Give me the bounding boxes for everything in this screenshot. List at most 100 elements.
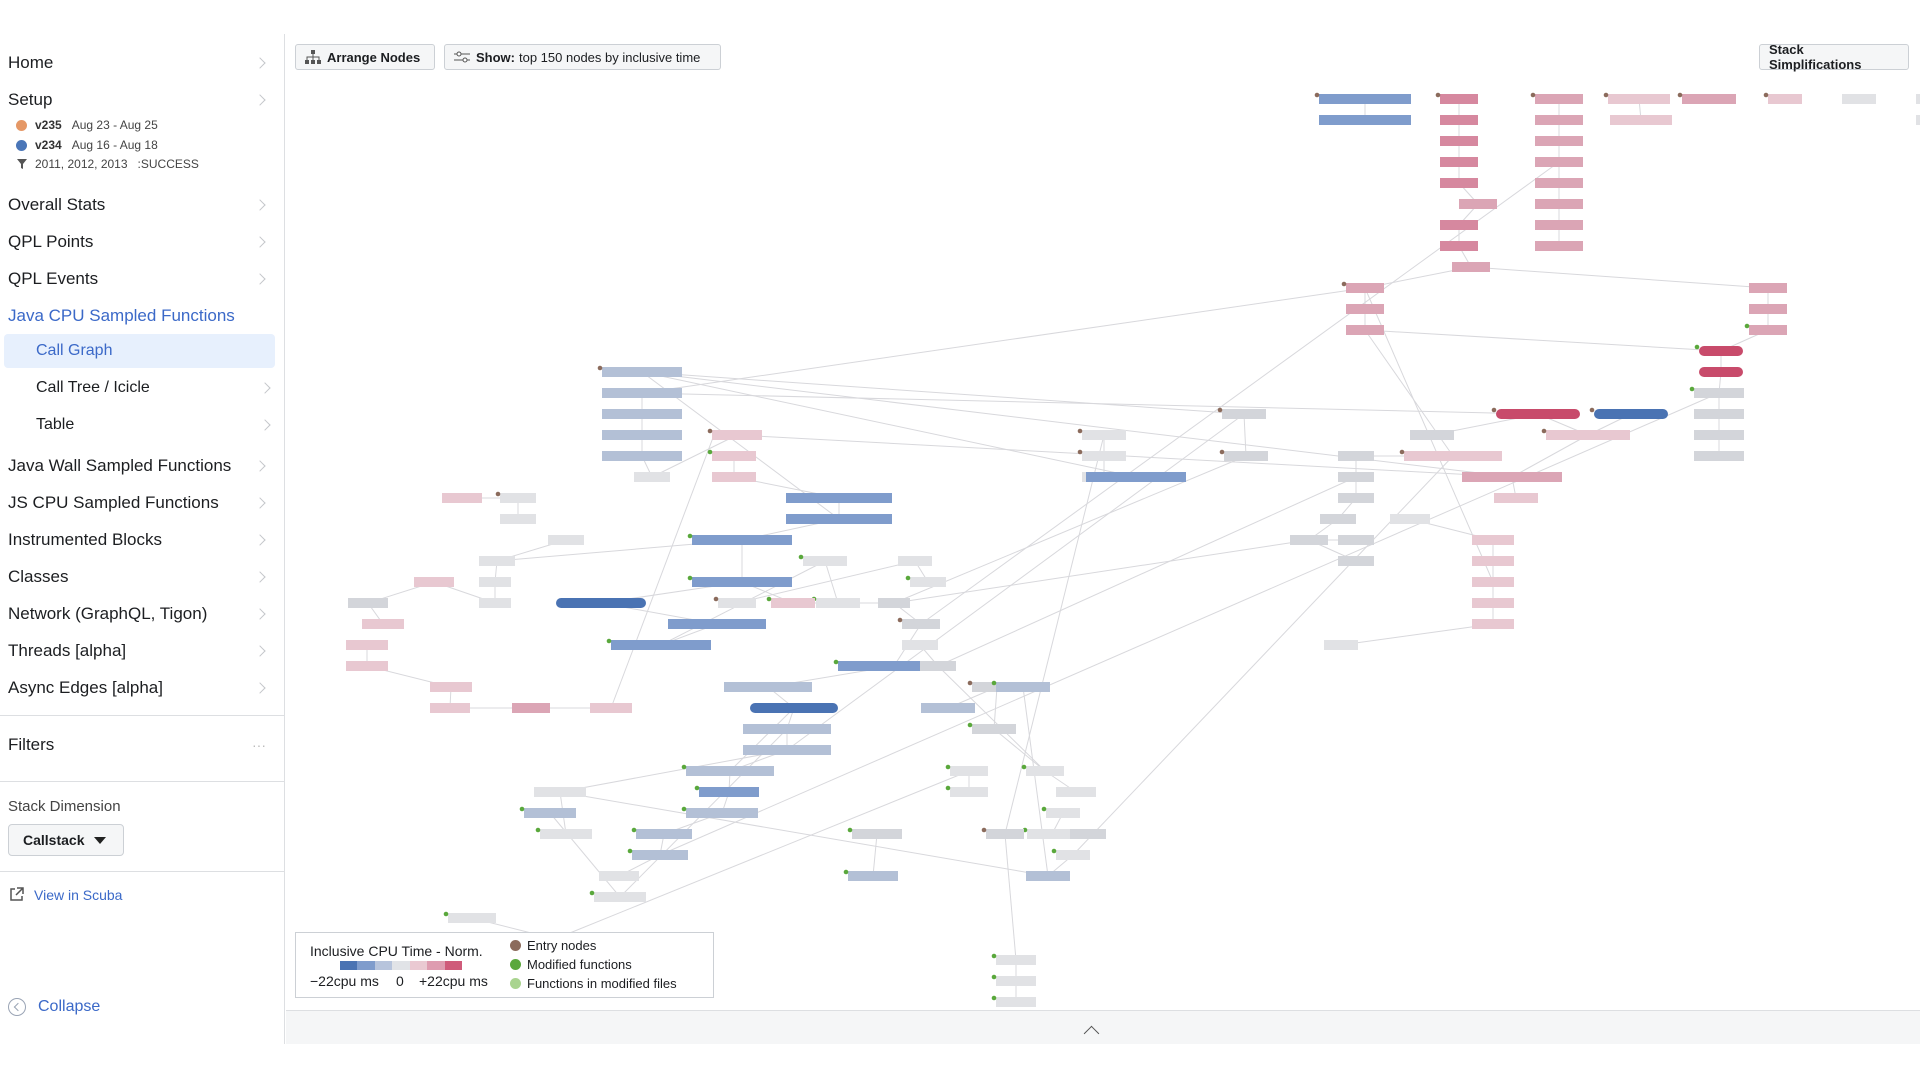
- graph-node[interactable]: [1610, 115, 1672, 125]
- graph-node[interactable]: [1694, 430, 1744, 440]
- graph-node[interactable]: [1749, 283, 1787, 293]
- graph-node[interactable]: [430, 703, 470, 713]
- graph-node[interactable]: [1594, 409, 1668, 419]
- graph-node[interactable]: [1324, 640, 1358, 650]
- nav-qpl-events[interactable]: QPL Events: [8, 262, 270, 296]
- stack-dimension-dropdown[interactable]: Callstack: [8, 824, 124, 856]
- nav-home[interactable]: Home: [8, 46, 270, 80]
- graph-node[interactable]: [1056, 787, 1096, 797]
- graph-node[interactable]: [1410, 430, 1454, 440]
- graph-node[interactable]: [1082, 451, 1126, 461]
- nav-sub-call-tree[interactable]: Call Tree / Icicle: [4, 371, 275, 405]
- graph-node[interactable]: [1440, 115, 1478, 125]
- graph-node[interactable]: [878, 598, 910, 608]
- graph-node[interactable]: [786, 493, 892, 503]
- graph-node[interactable]: [1535, 136, 1583, 146]
- graph-node[interactable]: [1346, 304, 1384, 314]
- graph-node[interactable]: [479, 556, 515, 566]
- graph-node[interactable]: [1390, 514, 1430, 524]
- graph-node[interactable]: [534, 787, 586, 797]
- graph-node[interactable]: [699, 787, 759, 797]
- graph-node[interactable]: [996, 682, 1050, 692]
- call-graph-canvas[interactable]: [286, 80, 1920, 1010]
- graph-node[interactable]: [1699, 367, 1743, 377]
- graph-node[interactable]: [1535, 199, 1583, 209]
- graph-node[interactable]: [1319, 94, 1411, 104]
- nav-classes[interactable]: Classes: [8, 560, 270, 594]
- nav-network[interactable]: Network (GraphQL, Tigon): [8, 597, 270, 631]
- graph-node[interactable]: [743, 745, 831, 755]
- graph-node[interactable]: [910, 577, 946, 587]
- graph-node[interactable]: [686, 766, 774, 776]
- graph-node[interactable]: [1440, 136, 1478, 146]
- graph-node[interactable]: [448, 913, 496, 923]
- graph-node[interactable]: [1546, 430, 1630, 440]
- graph-node[interactable]: [430, 682, 472, 692]
- graph-node[interactable]: [1320, 514, 1356, 524]
- graph-node[interactable]: [686, 808, 758, 818]
- graph-node[interactable]: [548, 535, 584, 545]
- graph-node[interactable]: [996, 997, 1036, 1007]
- graph-node[interactable]: [346, 640, 388, 650]
- graph-node[interactable]: [950, 787, 988, 797]
- graph-node[interactable]: [1768, 94, 1802, 104]
- graph-node[interactable]: [1842, 94, 1876, 104]
- graph-node[interactable]: [1222, 409, 1266, 419]
- graph-node[interactable]: [362, 619, 404, 629]
- graph-node[interactable]: [743, 724, 831, 734]
- graph-node[interactable]: [1452, 262, 1490, 272]
- graph-node[interactable]: [803, 556, 847, 566]
- collapse-button[interactable]: Collapse: [8, 998, 100, 1016]
- graph-node[interactable]: [1749, 304, 1787, 314]
- graph-node[interactable]: [1535, 115, 1583, 125]
- graph-node[interactable]: [1224, 451, 1268, 461]
- graph-node[interactable]: [1916, 94, 1920, 104]
- graph-node[interactable]: [1046, 808, 1080, 818]
- graph-node[interactable]: [1290, 535, 1328, 545]
- graph-node[interactable]: [1319, 115, 1411, 125]
- show-nodes-button[interactable]: Show: top 150 nodes by inclusive time: [444, 44, 721, 70]
- graph-node[interactable]: [634, 472, 670, 482]
- graph-node[interactable]: [500, 514, 536, 524]
- graph-node[interactable]: [1440, 94, 1478, 104]
- graph-node[interactable]: [1462, 472, 1562, 482]
- graph-node[interactable]: [1608, 94, 1670, 104]
- graph-node[interactable]: [1026, 766, 1064, 776]
- graph-node[interactable]: [348, 598, 388, 608]
- graph-node[interactable]: [816, 598, 860, 608]
- graph-node[interactable]: [972, 724, 1016, 734]
- graph-node[interactable]: [1338, 535, 1374, 545]
- graph-node[interactable]: [712, 472, 756, 482]
- graph-node[interactable]: [1346, 325, 1384, 335]
- more-icon[interactable]: ···: [252, 737, 266, 753]
- graph-node[interactable]: [902, 619, 940, 629]
- graph-node[interactable]: [1916, 115, 1920, 125]
- graph-node[interactable]: [1535, 220, 1583, 230]
- graph-node[interactable]: [1086, 472, 1186, 482]
- arrange-nodes-button[interactable]: Arrange Nodes: [295, 44, 435, 70]
- graph-node[interactable]: [1472, 535, 1514, 545]
- graph-node[interactable]: [898, 556, 932, 566]
- nav-sub-call-graph[interactable]: Call Graph: [4, 334, 275, 368]
- graph-node[interactable]: [750, 703, 838, 713]
- graph-node[interactable]: [540, 829, 592, 839]
- graph-node[interactable]: [1459, 199, 1497, 209]
- graph-node[interactable]: [1496, 409, 1580, 419]
- graph-node[interactable]: [1535, 241, 1583, 251]
- graph-node[interactable]: [1338, 451, 1374, 461]
- graph-node[interactable]: [1440, 241, 1478, 251]
- view-in-scuba-link[interactable]: View in Scuba: [8, 886, 122, 903]
- graph-node[interactable]: [692, 577, 792, 587]
- graph-node[interactable]: [602, 451, 682, 461]
- graph-node[interactable]: [1749, 325, 1787, 335]
- graph-node[interactable]: [1694, 409, 1744, 419]
- graph-node[interactable]: [602, 367, 682, 377]
- graph-node[interactable]: [668, 619, 766, 629]
- graph-node[interactable]: [1338, 493, 1374, 503]
- graph-node[interactable]: [838, 661, 950, 671]
- graph-node[interactable]: [1494, 493, 1538, 503]
- graph-node[interactable]: [1338, 472, 1374, 482]
- graph-node[interactable]: [848, 871, 898, 881]
- graph-node[interactable]: [718, 598, 756, 608]
- graph-node[interactable]: [479, 598, 511, 608]
